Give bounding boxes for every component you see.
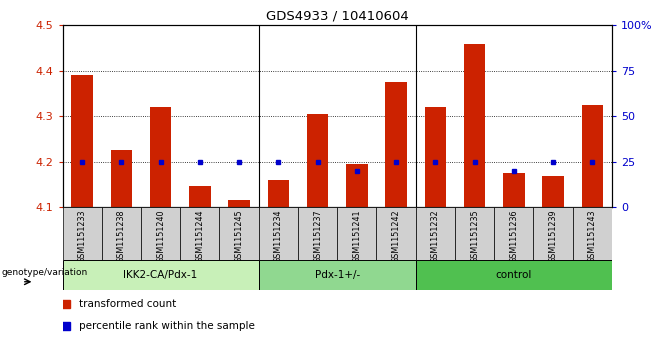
Text: GSM1151243: GSM1151243	[588, 209, 597, 263]
Bar	[63, 260, 259, 290]
Bar	[503, 173, 524, 207]
Title: GDS4933 / 10410604: GDS4933 / 10410604	[266, 10, 409, 23]
Bar	[189, 187, 211, 207]
Bar	[416, 260, 612, 290]
Bar	[386, 82, 407, 207]
Text: GSM1151244: GSM1151244	[195, 209, 205, 263]
Bar	[424, 107, 446, 207]
Bar	[307, 114, 328, 207]
Bar	[494, 207, 534, 260]
Bar	[150, 107, 172, 207]
Text: GSM1151237: GSM1151237	[313, 209, 322, 263]
Bar	[220, 207, 259, 260]
Bar	[228, 200, 250, 207]
Bar	[572, 207, 612, 260]
Bar	[63, 207, 102, 260]
Bar	[464, 44, 486, 207]
Text: GSM1151233: GSM1151233	[78, 209, 87, 263]
Bar	[141, 207, 180, 260]
Text: percentile rank within the sample: percentile rank within the sample	[79, 321, 255, 331]
Bar	[298, 207, 338, 260]
Text: GSM1151239: GSM1151239	[549, 209, 557, 263]
Bar	[416, 207, 455, 260]
Bar	[337, 207, 376, 260]
Bar	[455, 207, 494, 260]
Text: GSM1151242: GSM1151242	[392, 209, 401, 263]
Text: genotype/variation: genotype/variation	[1, 268, 88, 277]
Text: transformed count: transformed count	[79, 299, 176, 309]
Bar	[259, 207, 298, 260]
Text: GSM1151236: GSM1151236	[509, 209, 519, 263]
Text: GSM1151238: GSM1151238	[117, 209, 126, 263]
Text: GSM1151245: GSM1151245	[235, 209, 243, 263]
Bar	[376, 207, 416, 260]
Bar	[102, 207, 141, 260]
Text: GSM1151235: GSM1151235	[470, 209, 479, 263]
Bar	[111, 150, 132, 207]
Bar	[259, 260, 416, 290]
Bar	[268, 180, 289, 207]
Bar	[582, 105, 603, 207]
Text: IKK2-CA/Pdx-1: IKK2-CA/Pdx-1	[124, 270, 198, 280]
Bar	[180, 207, 220, 260]
Text: control: control	[495, 270, 532, 280]
Bar	[534, 207, 572, 260]
Text: GSM1151234: GSM1151234	[274, 209, 283, 263]
Text: Pdx-1+/-: Pdx-1+/-	[315, 270, 360, 280]
Bar	[542, 176, 564, 207]
Text: GSM1151240: GSM1151240	[156, 209, 165, 263]
Bar	[71, 76, 93, 207]
Bar	[346, 164, 368, 207]
Text: GSM1151232: GSM1151232	[431, 209, 440, 263]
Text: GSM1151241: GSM1151241	[352, 209, 361, 263]
